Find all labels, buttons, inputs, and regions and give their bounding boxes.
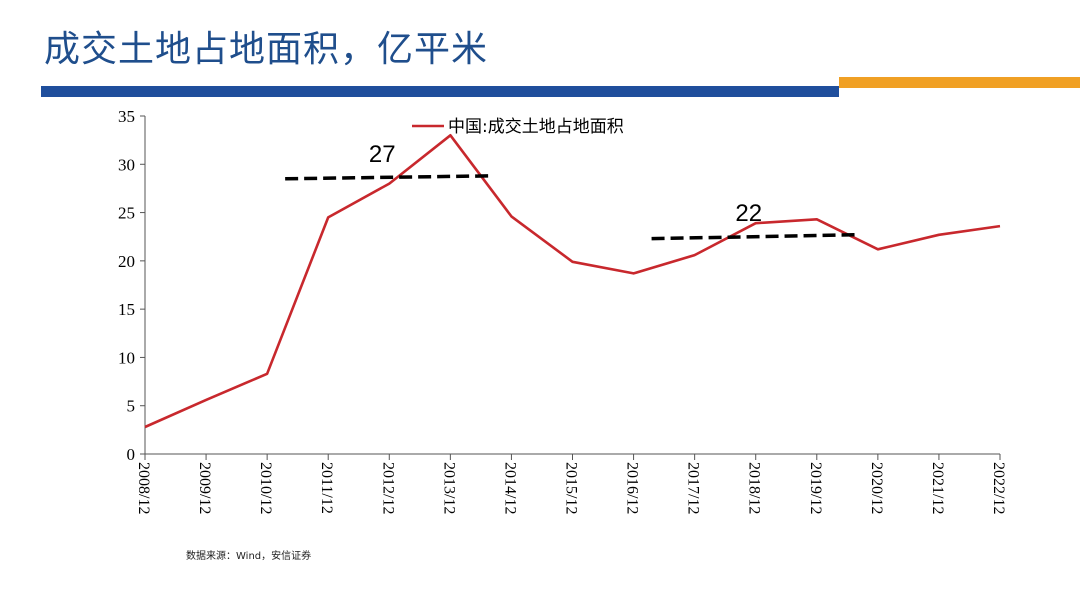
y-tick-label: 30 — [118, 155, 135, 174]
x-tick-label: 2009/12 — [196, 462, 213, 514]
header-bar-blue — [41, 86, 839, 97]
x-tick-label: 2015/12 — [563, 462, 580, 514]
reference-dashed-line — [285, 174, 490, 181]
x-tick-label: 2011/12 — [318, 462, 335, 514]
x-tick-label: 2012/12 — [379, 462, 396, 514]
legend-label: 中国:成交土地占地面积 — [448, 117, 624, 137]
x-tick-label: 2013/12 — [440, 462, 457, 514]
x-tick-label: 2017/12 — [685, 462, 702, 514]
reference-dashed-line — [651, 233, 856, 241]
y-tick-label: 0 — [127, 445, 136, 464]
x-tick-label: 2018/12 — [746, 462, 763, 514]
y-tick-label: 15 — [118, 300, 135, 319]
series-line — [144, 134, 1001, 429]
y-tick-label: 35 — [118, 107, 135, 126]
y-tick-label: 5 — [127, 397, 136, 416]
slide-title: 成交土地占地面积，亿平米 — [44, 29, 489, 70]
header-bar-orange — [839, 77, 1080, 88]
x-tick-label: 2014/12 — [501, 462, 518, 514]
reference-line-label: 27 — [369, 141, 396, 168]
x-tick-label: 2021/12 — [929, 462, 946, 514]
x-tick-label: 2020/12 — [868, 462, 885, 514]
x-tick-label: 2008/12 — [135, 462, 152, 514]
y-tick-label: 25 — [118, 204, 135, 223]
x-tick-label: 2016/12 — [624, 462, 641, 514]
reference-line-label: 22 — [735, 200, 762, 227]
x-tick-label: 2010/12 — [257, 462, 274, 514]
y-tick-label: 20 — [118, 252, 135, 271]
y-tick-label: 10 — [118, 348, 135, 367]
source-note: 数据来源：Wind，安信证券 — [186, 551, 312, 562]
x-tick-label: 2022/12 — [990, 462, 1007, 514]
x-tick-label: 2019/12 — [807, 462, 824, 514]
